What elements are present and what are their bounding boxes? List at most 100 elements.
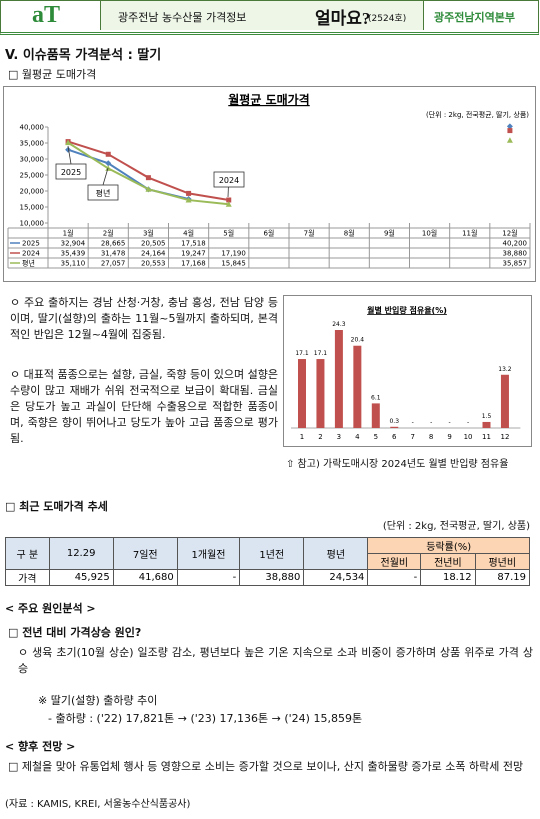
trend-unit: (단위 : 2kg, 전국평균, 딸기, 상품) xyxy=(382,521,530,532)
y-tick-label: 35,000 xyxy=(20,140,45,148)
legend-label: 2025 xyxy=(22,240,40,248)
subsection-heading: □ 월평균 도매가격 xyxy=(8,68,97,81)
value-label: - xyxy=(449,419,451,426)
table-value: 31,478 xyxy=(101,250,126,258)
chart-title: 월평균 도매가격 xyxy=(228,92,309,107)
trend-table: 구 분 12.29 7일전 1개월전 1년전 평년 등락률(%) 전월비 전년비… xyxy=(5,537,531,586)
table-value: 35,857 xyxy=(503,260,528,268)
analysis-note: ※ 딸기(설향) 출하량 추이 xyxy=(38,694,158,707)
table-subheader: 평년비 xyxy=(474,553,531,570)
data-point xyxy=(506,123,513,130)
value-label: 24.3 xyxy=(332,321,346,328)
value-label: 1.5 xyxy=(482,413,492,420)
table-header: 1년전 xyxy=(239,537,305,570)
table-value: 17,190 xyxy=(221,250,246,258)
value-label: 17.1 xyxy=(295,350,309,357)
table-value: 24,164 xyxy=(141,250,166,258)
annotation-box xyxy=(87,184,119,201)
y-tick-label: 20,000 xyxy=(20,188,45,196)
bar xyxy=(500,374,509,428)
bar xyxy=(482,421,491,428)
table-header: 1개월전 xyxy=(176,537,241,570)
table-value: 20,553 xyxy=(141,260,166,268)
table-value: 27,057 xyxy=(101,260,126,268)
analysis-heading: < 주요 원인분석 > xyxy=(5,602,96,615)
x-tick-label: 4 xyxy=(355,433,360,441)
data-point xyxy=(145,186,152,192)
x-tick-label: 10월 xyxy=(422,229,437,238)
y-tick-label: 15,000 xyxy=(20,204,45,212)
legend-label: 2024 xyxy=(22,250,40,258)
x-tick-label: 8월 xyxy=(344,229,355,238)
chart-frame xyxy=(3,86,536,282)
annotation: 2025 xyxy=(61,168,81,177)
share-chart: 월별 반입량 점유율(%) 1 17.1 2 17.1 3 24.3 4 20.4 5 6.1 6 0.… xyxy=(283,295,532,447)
data-point xyxy=(225,201,232,207)
x-tick-label: 4월 xyxy=(183,229,194,238)
x-tick-label: 5 xyxy=(374,433,378,441)
table-value: 19,247 xyxy=(181,250,206,258)
table-value: 15,845 xyxy=(221,260,246,268)
annotation-arrow xyxy=(102,167,109,186)
value-label: 0.3 xyxy=(389,418,399,425)
paragraph: ㅇ 주요 출하지는 경남 산청·거창, 충남 홍성, 전남 담양 등이며, 딸기… xyxy=(10,296,278,341)
table-group-header: 등락률(%) xyxy=(367,537,530,554)
table-cell: 24,534 xyxy=(303,569,369,586)
chart-title: 월별 반입량 점유율(%) xyxy=(367,305,447,315)
value-label: 17.1 xyxy=(314,350,328,357)
value-label: 20.4 xyxy=(351,337,365,344)
header-title-box xyxy=(100,1,424,30)
y-tick-label: 30,000 xyxy=(20,156,45,164)
x-tick-label: 8 xyxy=(429,433,433,441)
data-point xyxy=(226,197,232,203)
section-title: V. 이슈품목 가격분석 : 딸기 xyxy=(5,48,162,63)
data-point xyxy=(105,160,112,167)
table-cell: - xyxy=(367,569,422,586)
x-tick-label: 12 xyxy=(500,433,509,441)
bar xyxy=(390,426,399,428)
x-tick-label: 6월 xyxy=(263,229,274,238)
data-point xyxy=(507,128,513,134)
annotation: 평년 xyxy=(96,188,111,198)
data-point xyxy=(65,146,72,153)
outlook-heading: < 향후 전망 > xyxy=(5,740,76,753)
table-cell: 45,925 xyxy=(48,569,114,586)
table-value: 17,518 xyxy=(181,240,206,248)
table-header: 12.29 xyxy=(48,537,114,570)
table-cell: 가격 xyxy=(5,569,50,586)
table-cell: 41,680 xyxy=(112,569,178,586)
value-label: 13.2 xyxy=(498,366,512,373)
bar xyxy=(334,330,343,428)
source: (자료 : KAMIS, KREI, 서울농수산식품공사) xyxy=(5,799,191,810)
header-org: 광주전남지역본부 xyxy=(434,11,515,24)
x-tick-label: 9월 xyxy=(384,229,395,238)
outlook-text: □ 제철을 맞아 유통업체 행사 등 영향으로 소비는 증가할 것으로 보이나,… xyxy=(8,760,524,773)
monthly-price-chart: 월평균 도매가격 (단위 : 2kg, 전국평균, 딸기, 상품) 10,000 15… xyxy=(3,86,536,282)
trend-heading: □ 최근 도매가격 추세 xyxy=(5,500,108,513)
shipment-text: - 출하량 : ('22) 17,821톤 → ('23) 17,136톤 → … xyxy=(48,712,363,725)
legend-label: 평년 xyxy=(22,259,35,268)
value-label: 6.1 xyxy=(371,394,381,401)
x-tick-label: 11 xyxy=(482,433,491,441)
x-tick-label: 10 xyxy=(464,433,473,441)
table-value: 32,904 xyxy=(61,240,86,248)
table-cell: - xyxy=(176,569,241,586)
bar xyxy=(298,359,306,428)
x-tick-label: 3 xyxy=(337,433,341,441)
x-tick-label: 12월 xyxy=(502,229,517,238)
x-tick-label: 11월 xyxy=(462,229,477,238)
table-header: 7일전 xyxy=(112,537,178,570)
table-header: 평년 xyxy=(303,537,369,570)
x-tick-label: 7월 xyxy=(304,229,315,238)
data-point xyxy=(105,151,111,157)
y-tick-label: 10,000 xyxy=(20,220,45,228)
table-value: 35,110 xyxy=(61,260,86,268)
x-tick-label: 9 xyxy=(447,433,451,441)
chart-caption: ⇧ 참고) 가락도매시장 2024년도 월별 반입량 점유율 xyxy=(286,459,509,470)
annotation-arrow xyxy=(67,145,72,165)
x-tick-label: 3월 xyxy=(143,229,154,238)
annotation-box xyxy=(55,163,87,180)
bar xyxy=(353,345,362,428)
header-bar xyxy=(0,0,539,35)
